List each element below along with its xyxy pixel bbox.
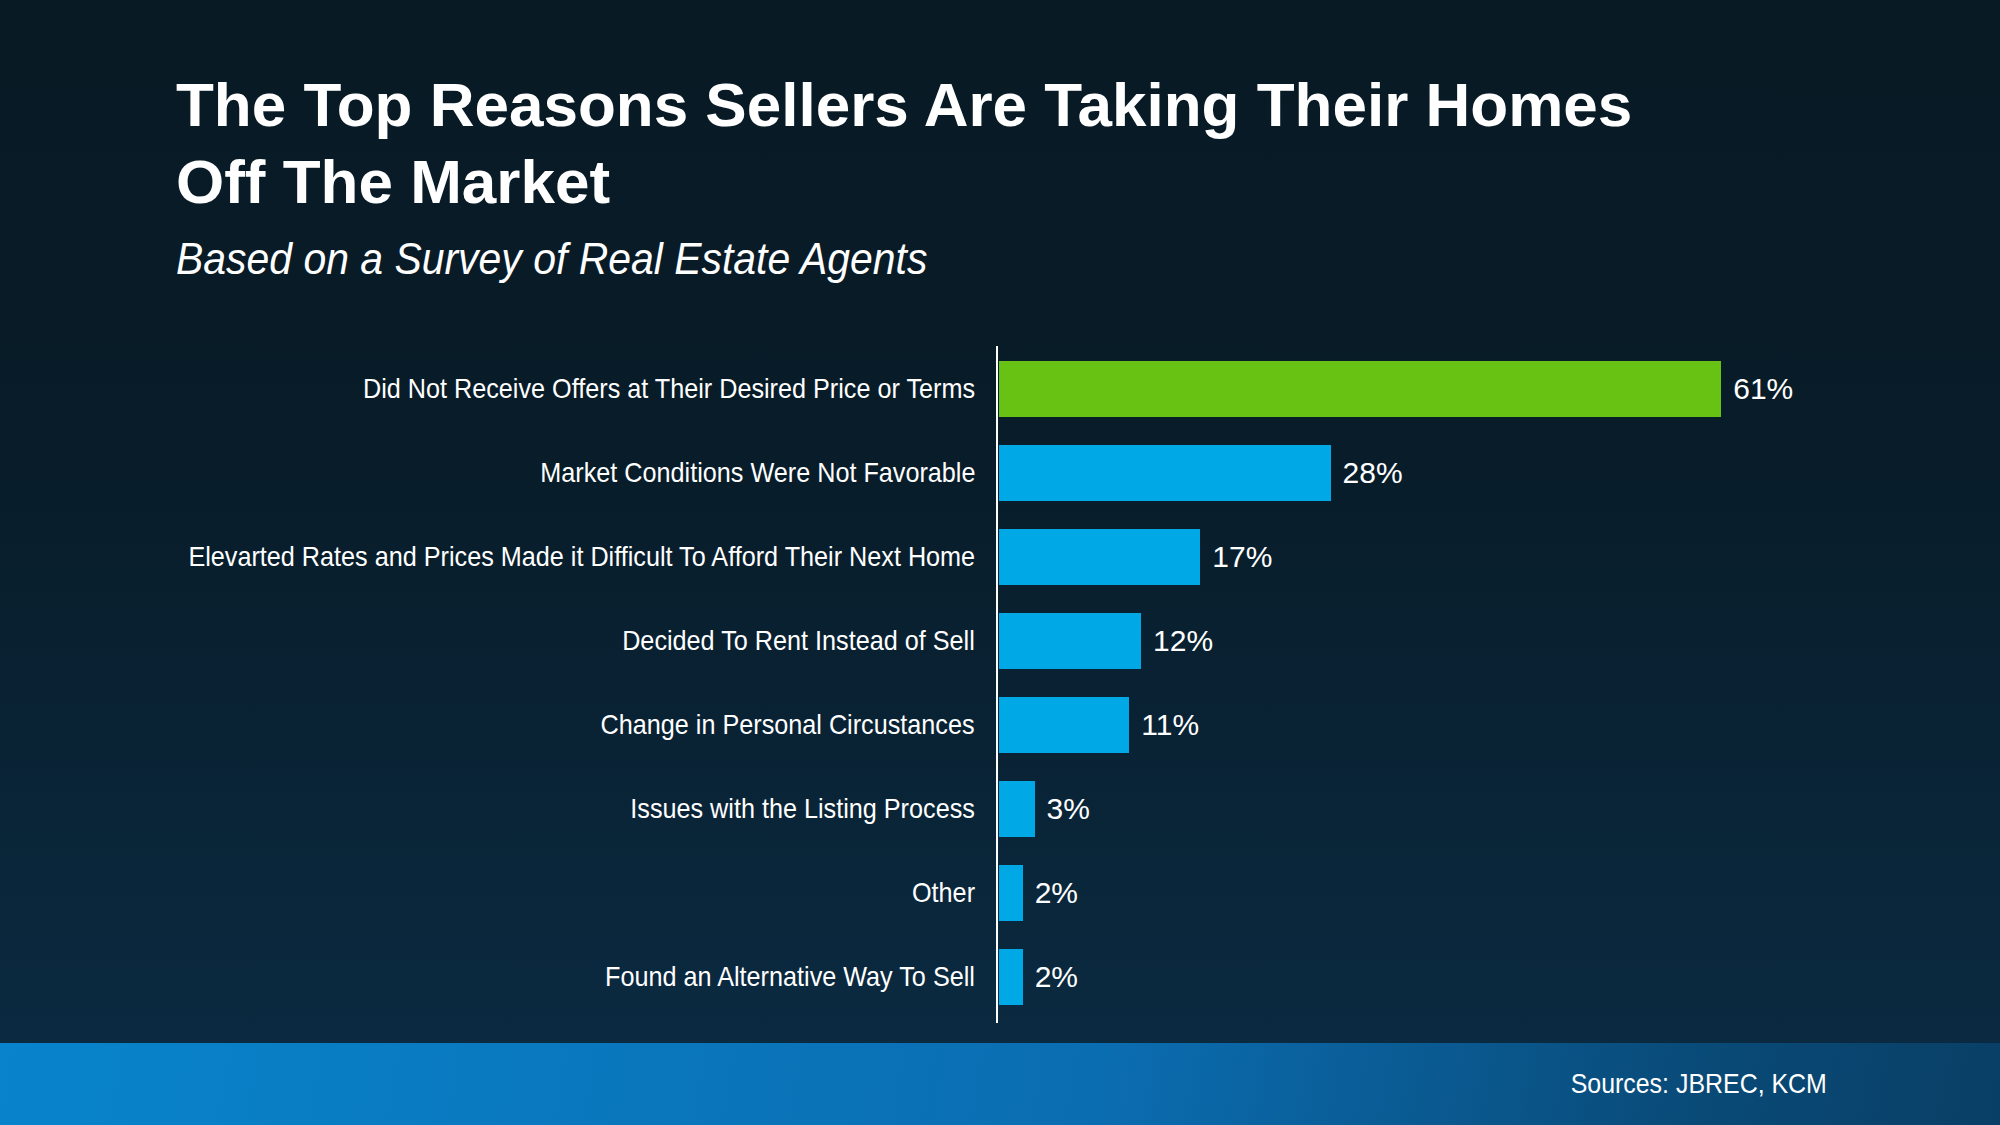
value-label: 28%: [1343, 456, 1403, 490]
footer-bar: Sources: JBREC, KCM: [0, 1043, 2000, 1125]
slide: The Top Reasons Sellers Are Taking Their…: [0, 0, 2000, 1125]
category-label: Other: [912, 877, 975, 909]
bar-highlight: [999, 361, 1721, 417]
value-label: 2%: [1035, 876, 1078, 910]
value-label: 17%: [1212, 540, 1272, 574]
value-label: 2%: [1035, 960, 1078, 994]
category-label: Did Not Receive Offers at Their Desired …: [363, 373, 975, 405]
sources-text: Sources: JBREC, KCM: [1571, 1068, 1827, 1100]
value-label: 3%: [1047, 792, 1090, 826]
bar-item: [999, 613, 1141, 669]
chart-axis: [996, 346, 998, 1023]
bar-item: [999, 445, 1331, 501]
bar-chart: Did Not Receive Offers at Their Desired …: [0, 0, 2000, 1125]
bar-item: [999, 949, 1023, 1005]
category-label: Market Conditions Were Not Favorable: [540, 457, 975, 489]
category-label: Found an Alternative Way To Sell: [605, 961, 975, 993]
bar-item: [999, 529, 1200, 585]
category-label: Decided To Rent Instead of Sell: [622, 625, 975, 657]
bar-item: [999, 865, 1023, 921]
value-label: 11%: [1141, 708, 1199, 742]
value-label: 61%: [1733, 372, 1793, 406]
bar-item: [999, 697, 1129, 753]
category-label: Elevarted Rates and Prices Made it Diffi…: [188, 541, 975, 573]
bar-item: [999, 781, 1035, 837]
value-label: 12%: [1153, 624, 1213, 658]
category-label: Issues with the Listing Process: [630, 793, 975, 825]
category-label: Change in Personal Circustances: [601, 709, 975, 741]
